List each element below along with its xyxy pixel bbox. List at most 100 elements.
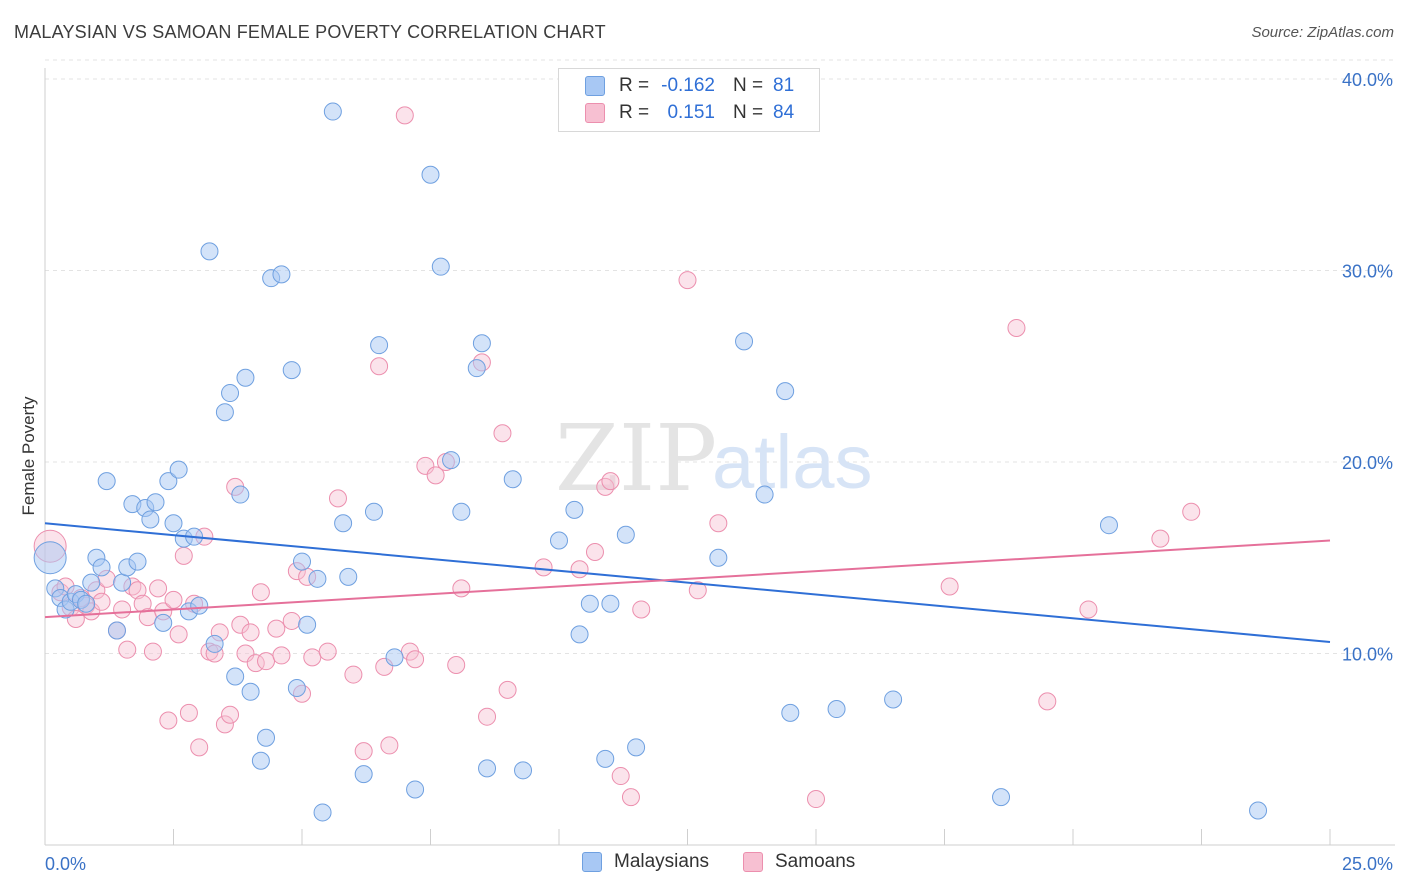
malaysian-point [364,502,383,521]
samoan-point [1079,600,1098,619]
y-tick-label: 20.0% [1342,453,1393,473]
samoan-point [149,579,168,598]
samoan-point [621,788,640,807]
samoans-label: Samoans [775,851,856,872]
malaysian-point [442,451,461,470]
r-value: 0.151 [667,102,715,123]
y-tick-label: 10.0% [1342,645,1393,665]
malaysian-point [570,625,589,644]
samoan-point [380,736,399,755]
malaysian-points [33,102,1268,822]
r-label: R = [619,75,650,96]
malaysian-point [200,242,219,261]
malaysian-point [97,472,116,491]
samoan-point [688,581,707,600]
samoan-point [406,650,425,669]
samoan-point [807,790,825,809]
malaysian-point [467,359,486,378]
malaysian-trend-line [44,522,1331,644]
malaysian-point [781,703,800,722]
malaysian-point [580,594,599,613]
malaysian-point [298,615,317,634]
samoan-point [318,642,337,661]
malaysian-point [231,485,250,504]
malaysian-point [33,541,67,575]
bottom-legend-samoans: Samoans [743,851,855,873]
malaysian-point [735,332,754,351]
malaysian-point [221,384,240,403]
samoan-point [159,711,178,730]
source-label: Source: ZipAtlas.com [1251,24,1394,41]
malaysian-point [431,257,450,276]
samoan-point [585,543,604,562]
malaysian-point [339,567,358,586]
malaysian-point [272,265,291,284]
correlation-legend: R = -0.162 N = 81 R = 0.151 N = 84 [558,68,820,132]
samoan-point [272,646,291,665]
malaysian-point [77,594,96,613]
watermark-zip: ZIP [555,405,717,512]
samoan-point [493,424,512,443]
malaysian-point [287,678,306,697]
samoan-point [92,592,111,611]
samoan-point [1038,692,1057,711]
x-tick-label: 25.0% [1342,854,1393,874]
samoan-point [344,665,363,684]
samoan-point [251,583,270,602]
samoan-point [940,577,959,596]
samoan-point [328,489,347,508]
tick-labels: 10.0% 20.0% 30.0% 40.0% 0.0% 25.0% [45,70,1393,874]
trend-lines [44,522,1331,644]
malaysian-point [1099,516,1118,535]
samoan-point [452,579,471,598]
samoan-point [395,106,414,125]
samoan-trend-line [44,539,1331,619]
watermark-atlas: atlas [712,420,873,505]
samoan-point [709,514,728,533]
malaysian-point [709,548,728,567]
malaysian-point [550,531,568,550]
malaysian-point [354,765,373,784]
malaysian-point [596,749,615,768]
malaysian-swatch [582,852,602,872]
malaysian-point [385,648,404,667]
samoan-point [478,707,497,726]
malaysian-point [159,472,178,491]
malaysian-point [421,165,440,184]
malaysian-point [154,613,173,632]
samoan-point [143,642,162,661]
n-label: N = [733,75,764,96]
malaysian-point [293,552,311,571]
samoan-point [1151,529,1170,548]
malaysian-point [215,403,234,422]
samoan-point [174,546,193,565]
malaysian-point [992,788,1011,807]
malaysian-point [755,485,774,504]
samoan-point [231,615,250,634]
malaysian-point [472,334,491,353]
x-tick-label: 0.0% [45,854,86,874]
malaysian-point [370,336,389,355]
malaysian-point [616,525,635,544]
samoan-point [282,611,301,630]
malaysian-point [406,780,425,799]
malaysian-point [884,690,903,709]
samoan-point [611,767,630,786]
malaysians-label: Malaysians [614,851,710,872]
malaysian-point [128,552,147,571]
samoan-point [179,703,198,722]
malaysian-point [251,751,270,770]
n-label: N = [733,102,764,123]
y-axis-label: Female Poverty [19,396,38,516]
malaysian-point [565,500,584,519]
samoan-point [632,600,651,619]
malaysian-point [776,382,795,401]
malaysian-point [627,738,646,757]
malaysian-point [257,728,276,747]
samoan-point [169,625,188,644]
samoan-point [118,640,137,659]
samoan-point [113,600,132,619]
samoan-point [215,715,234,734]
malaysian-point [205,634,224,653]
malaysian-point [1249,801,1268,820]
